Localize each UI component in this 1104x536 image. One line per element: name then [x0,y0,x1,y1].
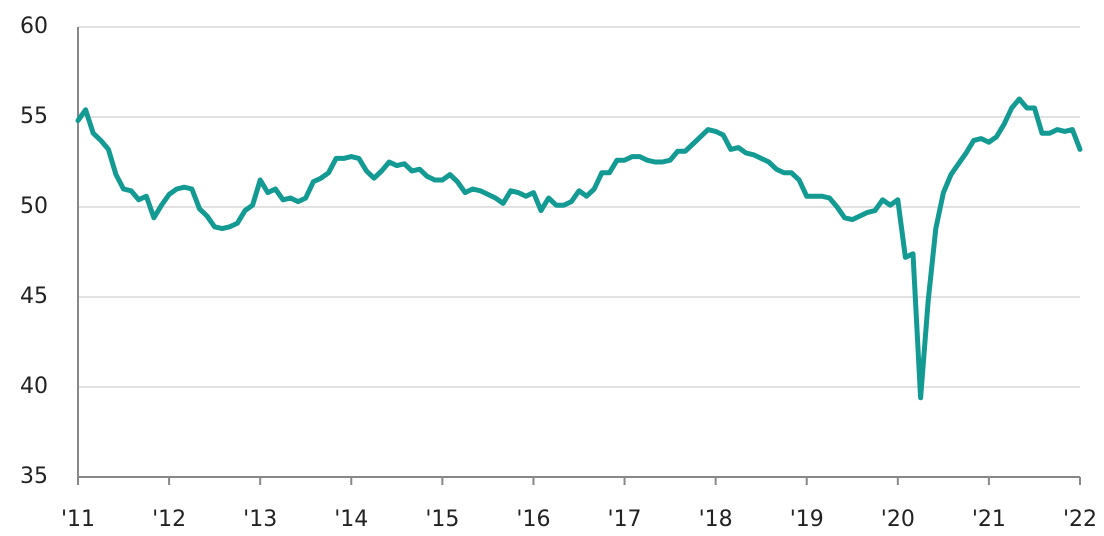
y-tick-label: 60 [20,14,48,39]
data-line [75,96,1083,401]
x-tick-label: '21 [972,507,1006,532]
x-tick-label: '22 [1063,507,1097,532]
x-tick-label: '15 [425,507,459,532]
x-tick-label: '11 [61,507,95,532]
x-tick-label: '18 [699,507,733,532]
x-tick-label: '17 [608,507,642,532]
y-tick-label: 45 [20,284,48,309]
x-tick-label: '20 [881,507,915,532]
x-tick-label: '12 [152,507,186,532]
x-tick-label: '13 [243,507,277,532]
x-tick-label: '14 [334,507,368,532]
y-tick-label: 40 [20,374,48,399]
x-tick-label: '16 [516,507,550,532]
y-tick-label: 50 [20,194,48,219]
x-tick-label: '19 [790,507,824,532]
y-tick-label: 55 [20,104,48,129]
y-tick-label: 35 [20,464,48,489]
